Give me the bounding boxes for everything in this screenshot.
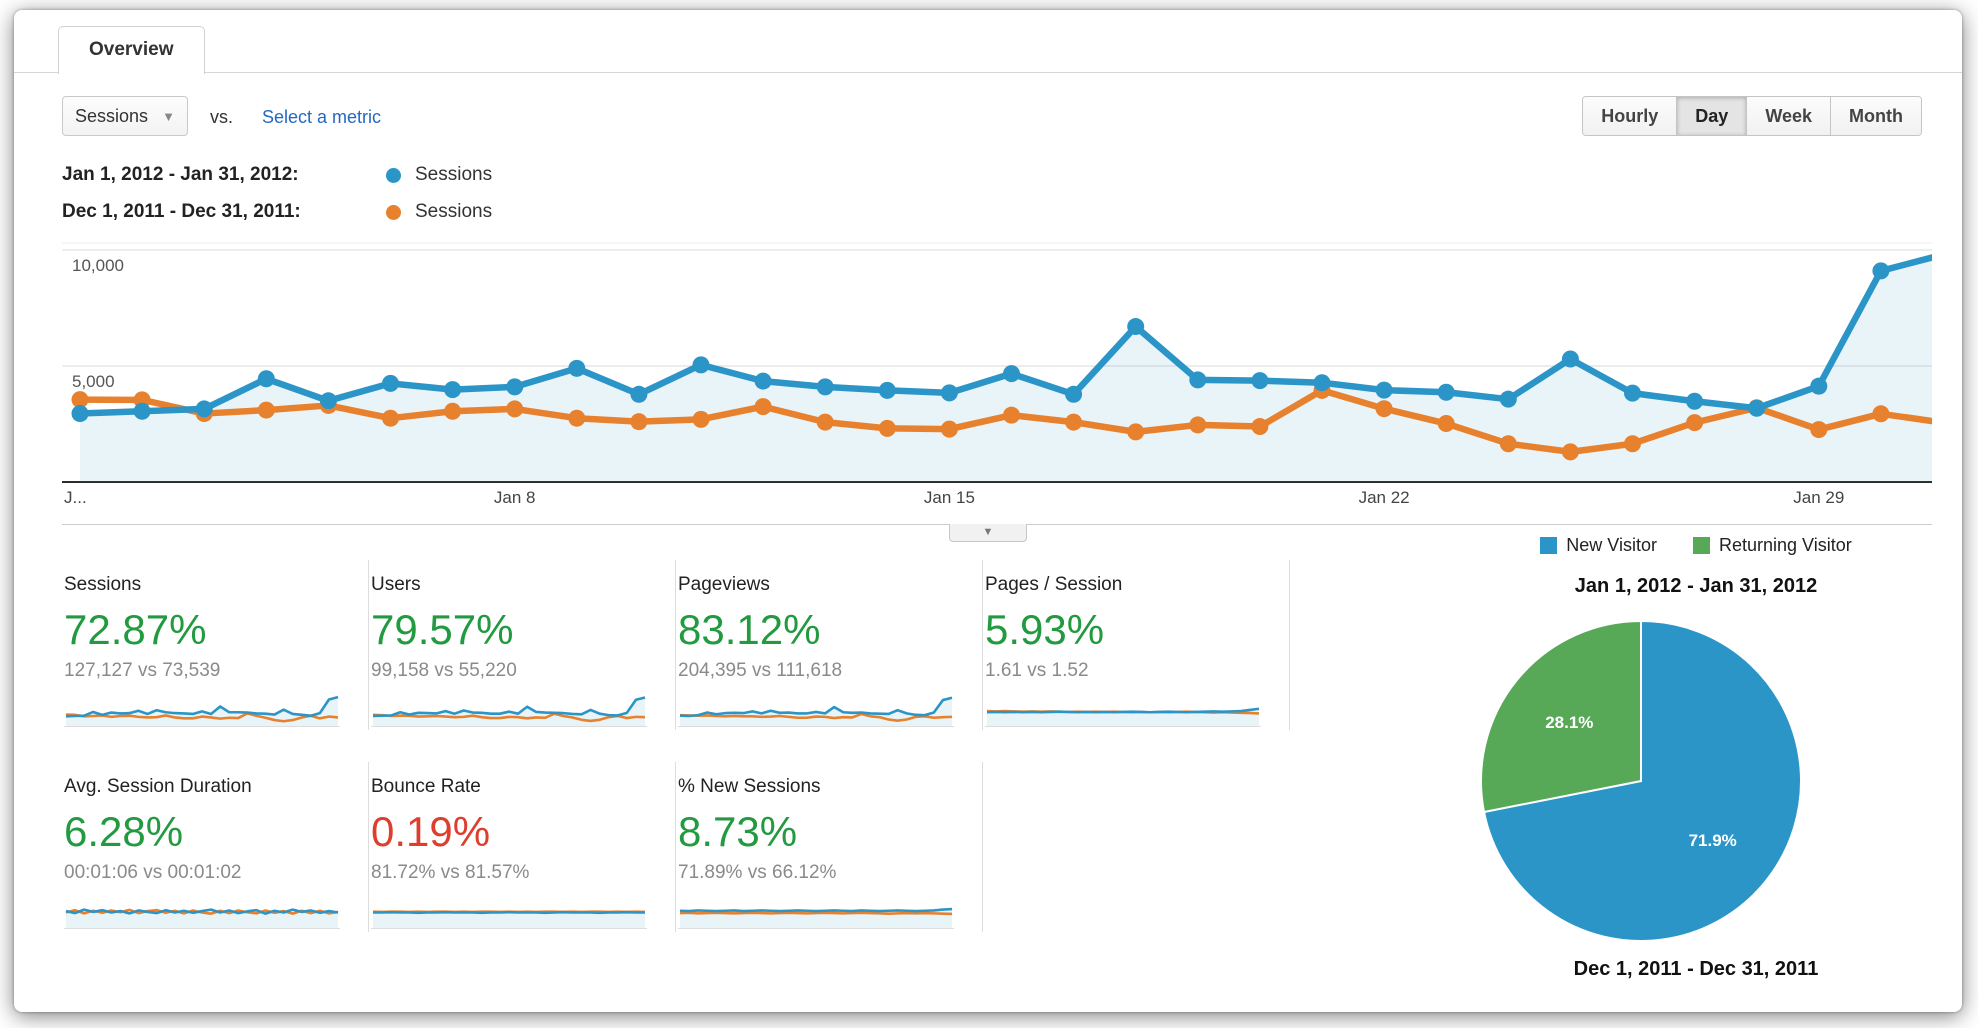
metric-title: Sessions [64,574,142,595]
pie-slice-returning-visitor[interactable] [1480,619,1642,814]
metric-select-dropdown[interactable]: Sessions ▼ [62,96,188,136]
x-axis-tick: Jan 29 [1793,488,1845,507]
metric-comparison: 204,395 vs 111,618 [678,660,843,681]
pie-footer-date-range: Dec 1, 2011 - Dec 31, 2011 [1573,958,1819,980]
metric-change-value: 6.28% [64,808,184,855]
pie-slice-label: 28.1% [1545,713,1593,732]
granularity-button-month[interactable]: Month [1831,97,1921,135]
pie-legend-label: Returning Visitor [1718,535,1852,555]
metric-sparkline [678,907,954,929]
legend-date-range: Jan 1, 2012 - Jan 31, 2012: [62,164,299,185]
metric-title: Bounce Rate [371,776,481,797]
timeline-chart-svg[interactable] [62,242,1932,483]
series-dot-blue-icon [386,167,401,183]
timeline-collapse-handle[interactable]: ▼ [949,524,1027,542]
metric-comparison: 1.61 vs 1.52 [985,660,1089,681]
sessions-timeline-chart[interactable]: 10,000 5,000 [62,242,1932,483]
x-axis-tick: J... [64,488,87,507]
metric-sparkline [371,910,647,929]
metric-card-bounce-rate: Bounce Rate 0.19% 81.72% vs 81.57% [369,762,676,932]
metric-change-value: 72.87% [64,606,207,653]
metric-comparison: 99,158 vs 55,220 [371,660,517,681]
metric-change-value: 5.93% [985,606,1105,653]
metric-card-new-sessions: % New Sessions 8.73% 71.89% vs 66.12% [676,762,983,932]
y-axis-tick: 5,000 [72,372,115,391]
metric-card-avg-session-duration: Avg. Session Duration 6.28% 00:01:06 vs 00… [62,762,369,932]
metric-comparison: 127,127 vs 73,539 [64,660,221,681]
pie-legend-item-new-visitor: New Visitor [1540,535,1657,556]
metric-select-value: Sessions [75,105,149,126]
returning-visitor-swatch-icon [1692,537,1710,554]
metric-comparison: 00:01:06 vs 00:01:02 [64,862,242,883]
analytics-overview-panel: Overview Sessions ▼ vs. Select a metric … [14,10,1962,1012]
metric-change-value: 83.12% [678,606,821,653]
select-metric-link[interactable]: Select a metric [262,107,382,127]
pie-slice-new-visitor[interactable] [1482,619,1803,942]
metric-title: % New Sessions [678,776,821,797]
metric-card-pages-session: Pages / Session 5.93% 1.61 vs 1.52 [983,560,1290,730]
metric-card-sessions: Sessions 72.87% 127,127 vs 73,539 [62,560,369,730]
tab-overview[interactable]: Overview [58,26,205,74]
legend-row-previous: Dec 1, 2011 - Dec 31, 2011: Sessions [62,199,492,225]
granularity-button-week[interactable]: Week [1747,97,1832,135]
visitor-type-pie-chart[interactable]: 71.9% 28.1% [1466,611,1816,951]
pie-legend-label: New Visitor [1566,535,1657,555]
legend-metric-label: Sessions [415,164,493,185]
metric-change-value: 8.73% [678,808,798,855]
granularity-button-group: Hourly Day Week Month [1582,96,1922,136]
metric-sparkline [985,707,1261,727]
pie-legend-item-returning-visitor: Returning Visitor [1692,535,1852,556]
metric-card-users: Users 79.57% 99,158 vs 55,220 [369,560,676,730]
series-dot-orange-icon [386,204,401,220]
metric-card-pageviews: Pageviews 83.12% 204,395 vs 111,618 [676,560,983,730]
pie-legend: New Visitor Returning Visitor [1460,535,1932,556]
legend-row-current: Jan 1, 2012 - Jan 31, 2012: Sessions [62,162,492,188]
pie-title-date-range: Jan 1, 2012 - Jan 31, 2012 [1574,575,1818,597]
granularity-button-day[interactable]: Day [1677,97,1748,135]
metric-comparison: 71.89% vs 66.12% [678,862,837,883]
granularity-button-hourly[interactable]: Hourly [1583,97,1678,135]
metric-change-value: 0.19% [371,808,491,855]
metric-title: Users [371,574,421,595]
new-visitor-swatch-icon [1540,537,1558,554]
pie-slice-label: 71.9% [1689,831,1737,850]
metric-sparkline [64,908,340,929]
y-axis-tick: 10,000 [72,256,124,275]
legend-metric-label: Sessions [415,201,493,222]
legend-date-range: Dec 1, 2011 - Dec 31, 2011: [62,201,301,222]
metric-change-value: 79.57% [371,606,514,653]
metric-sparkline [678,696,954,727]
metric-title: Pageviews [678,574,770,595]
metric-title: Pages / Session [985,574,1123,595]
vs-label: vs. [210,107,234,127]
x-axis-tick: Jan 22 [1358,488,1410,507]
metric-sparkline [64,695,340,727]
x-axis-labels: J... Jan 8 Jan 15 Jan 22 Jan 29 [62,488,1932,512]
metric-sparkline [371,696,647,727]
metric-comparison: 81.72% vs 81.57% [371,862,530,883]
chevron-down-icon: ▼ [162,108,175,124]
x-axis-tick: Jan 15 [923,488,975,507]
x-axis-tick: Jan 8 [493,488,536,507]
tab-rule [14,72,1962,73]
metric-title: Avg. Session Duration [64,776,252,797]
